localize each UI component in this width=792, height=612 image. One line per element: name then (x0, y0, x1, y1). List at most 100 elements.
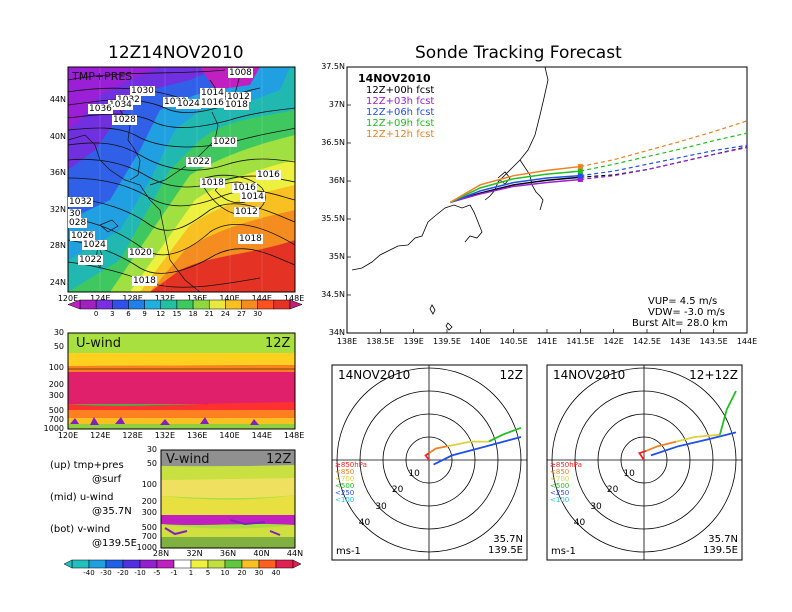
hodograph-legend-entry: ≥850hPa (550, 461, 582, 469)
wind-colorbar-tick: 30 (254, 569, 264, 577)
track-legend-entry: 12Z+12h fcst (366, 129, 435, 140)
track-burst-marker (577, 176, 583, 182)
isobar-label: 1016 (232, 183, 257, 193)
isobar-label: 1030 (130, 86, 155, 96)
track-y-tick: 35.5N (321, 214, 345, 223)
track-x-tick: 140E (470, 337, 491, 346)
track-y-tick: 35N (328, 252, 345, 261)
uwind-lon-tick: 140E (219, 431, 240, 440)
uwind-lon-tick: 136E (187, 431, 208, 440)
colorbar-tick: 27 (237, 310, 246, 318)
annotation-vdw: VDW= -3.0 m/s (648, 307, 725, 318)
note-bot-1: (bot) v-wind (50, 524, 111, 535)
hodograph-series-4 (650, 431, 737, 457)
map-lon-tick: 132E (154, 294, 176, 303)
hodograph-legend-entry: ≥850hPa (335, 461, 367, 469)
wind-colorbar-tick: -20 (117, 569, 129, 577)
wind-colorbar-swatch (88, 559, 107, 569)
colorbar-tick: 15 (172, 310, 182, 318)
uwind-time: 12Z (265, 336, 291, 351)
uwind-p-tick: 1000 (43, 424, 64, 433)
isobar-label: 1016 (200, 98, 225, 108)
note-up-1: (up) tmp+pres (50, 460, 124, 471)
uwind-lon-tick: 132E (154, 431, 176, 440)
wind-colorbar-right-arrow (292, 559, 302, 569)
track-series-3-ascent (450, 170, 581, 203)
isobar-label: 1029 (163, 97, 188, 107)
hodograph-legend-entry: <850 (550, 468, 570, 476)
wind-colorbar-tick: -5 (153, 569, 161, 577)
wind-colorbar-swatch (207, 559, 226, 569)
track-legend-entry: 12Z+03h fcst (366, 96, 435, 107)
map-lat-tick: 32N (49, 204, 66, 214)
isobar-label: 1008 (228, 68, 253, 78)
isobar-label: 028 (68, 218, 88, 228)
hodograph-ring-label: 10 (623, 468, 635, 479)
track-date: 14NOV2010 (358, 72, 431, 85)
isobar-label: 1020 (212, 137, 237, 147)
track-y-tick: 34N (328, 328, 345, 337)
colorbar-tick: 0 (93, 310, 99, 318)
wind-colorbar-swatch (122, 559, 141, 569)
track-x-tick: 141E (536, 337, 558, 346)
isobar-label: 1026 (70, 231, 95, 241)
hodograph-legend-entry: <250 (335, 489, 355, 497)
uwind-p-tick: 300 (48, 391, 64, 400)
track-legend-entry: 12Z+06h fcst (366, 107, 435, 118)
track-series-1-ascent (450, 178, 581, 204)
colorbar-tick: 9 (142, 310, 147, 318)
vwind-p-tick: 100 (141, 480, 157, 489)
isobar-label: 1018 (200, 178, 225, 188)
wind-colorbar-left-arrow (63, 559, 73, 569)
vwind-lat-tick: 28N (152, 549, 170, 558)
track-x-tick: 143E (670, 337, 691, 346)
isobar-label: 30 (68, 209, 82, 219)
colorbar-tick: 18 (188, 310, 198, 318)
hodograph-series-2 (447, 440, 489, 448)
uwind-lon-tick: 148E (283, 431, 305, 440)
uwind-p-tick: 50 (53, 342, 64, 351)
hodograph-series-0 (637, 449, 647, 461)
note-mid-1: (mid) u-wind (50, 492, 114, 503)
track-x-tick: 138E (336, 337, 358, 346)
isobar-label: 1022 (186, 157, 211, 167)
isobar-label: 1012 (234, 207, 259, 217)
isobar-label: 1028 (112, 115, 137, 125)
hodograph-lon: 139.5E (703, 545, 738, 556)
uwind-lon-tick: 124E (90, 431, 111, 440)
vwind-p-tick: 300 (141, 508, 157, 517)
annotation-vup: VUP= 4.5 m/s (648, 296, 718, 307)
hodograph-ring-label: 20 (391, 485, 404, 496)
vwind-p-tick: 700 (141, 532, 157, 541)
wind-colorbar-tick: -10 (134, 569, 146, 577)
vwind-lat-tick: 36N (219, 549, 237, 558)
uwind-label: U-wind (76, 336, 121, 351)
isobar-label: 1022 (78, 255, 103, 265)
track-series-4-ascent (449, 165, 581, 203)
track-y-tick: 37.5N (321, 62, 345, 71)
map-lon-tick: 128E (122, 294, 143, 303)
track-x-tick: 139.5E (433, 337, 461, 346)
track-x-tick: 141.5E (566, 337, 595, 346)
uwind-p-tick: 500 (48, 406, 64, 415)
wind-colorbar-tick: -1 (170, 569, 178, 577)
track-x-tick: 139E (403, 337, 424, 346)
wind-colorbar-tick: 10 (220, 569, 230, 577)
hodograph-legend-entry: <500 (550, 482, 570, 490)
hodograph-legend-entry: <500 (335, 482, 355, 490)
wind-colorbar-swatch (139, 559, 158, 569)
vwind-p-tick: 500 (141, 523, 157, 532)
map-lon-tick: 120E (57, 294, 79, 303)
map-lon-tick: 144E (251, 294, 272, 303)
map-lat-tick: 36N (49, 168, 66, 177)
track-y-tick: 37N (328, 100, 345, 109)
wind-colorbar-swatch (224, 559, 243, 569)
wind-colorbar-swatch (71, 559, 90, 569)
map-lon-tick: 136E (187, 294, 208, 303)
map-lon-tick: 124E (90, 294, 111, 303)
vwind-p-tick: 50 (146, 459, 157, 468)
isobar-label: 1018 (238, 234, 263, 244)
uwind-lon-tick: 120E (57, 431, 79, 440)
hodograph-series-4 (433, 436, 522, 466)
vwind-lat-tick: 40N (253, 549, 270, 558)
